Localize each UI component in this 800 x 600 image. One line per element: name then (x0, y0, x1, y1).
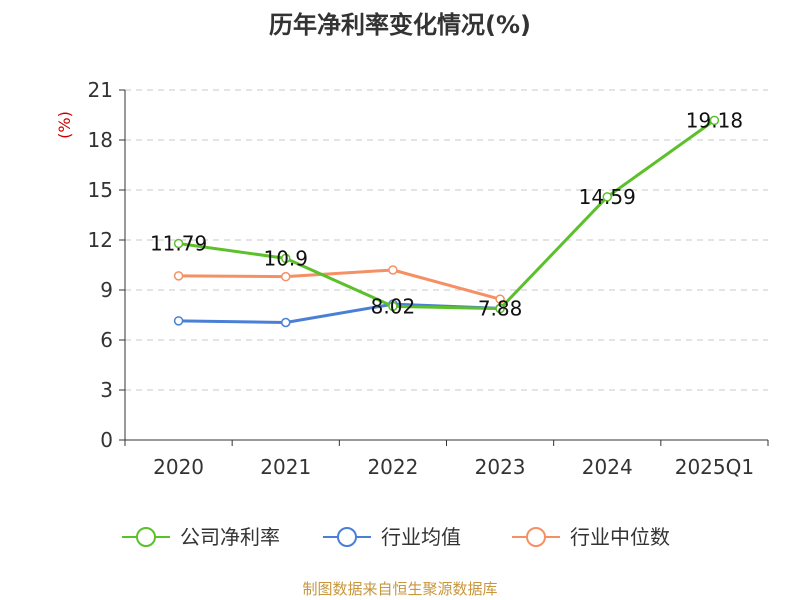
x-tick-label: 2023 (475, 455, 526, 479)
legend-marker (136, 527, 156, 547)
data-label: 8.02 (371, 294, 416, 318)
data-label: 14.59 (579, 185, 636, 209)
series-line (178, 268, 501, 301)
y-tick-label: 21 (88, 78, 113, 102)
data-label: 7.88 (478, 297, 523, 321)
y-tick-label: 15 (88, 178, 113, 202)
data-label: 19.18 (686, 108, 743, 132)
legend-label: 行业中位数 (570, 525, 670, 549)
data-point (281, 317, 291, 328)
data-point (173, 316, 184, 326)
series-line (178, 119, 716, 311)
x-tick-label: 2020 (153, 455, 204, 479)
legend-label: 公司净利率 (180, 525, 280, 549)
data-point (495, 294, 505, 304)
y-tick-label: 3 (100, 378, 113, 402)
data-label: 11.79 (150, 232, 207, 256)
y-tick-label: 12 (88, 228, 113, 252)
data-point (173, 271, 184, 281)
data-point (388, 265, 398, 275)
x-tick-label: 2025Q1 (675, 455, 754, 479)
gridlines (125, 89, 768, 391)
x-tick-label: 2024 (582, 455, 633, 479)
y-tick-label: 18 (88, 128, 113, 152)
data-point (495, 303, 505, 314)
series-group (173, 115, 720, 328)
data-point (602, 192, 612, 202)
x-tick-labels: 2020 2021 2022 2023 2024 2025Q1 (153, 455, 754, 479)
legend-label: 行业均值 (381, 525, 461, 549)
legend-marker (526, 527, 546, 547)
data-labels: 11.79 10.9 8.02 7.88 14.59 19.18 (150, 108, 743, 320)
data-point (709, 115, 720, 126)
y-tick-labels: 0 3 6 9 12 15 18 21 (88, 78, 113, 452)
data-label: 10.9 (263, 246, 308, 270)
source-note: 制图数据来自恒生聚源数据库 (302, 580, 497, 598)
legend-marker (337, 527, 357, 547)
y-tick-label: 6 (100, 328, 113, 352)
y-tick-label: 9 (100, 278, 113, 302)
chart-title: 历年净利率变化情况(%) (269, 11, 531, 39)
y-axis-unit-label: (%) (55, 111, 74, 139)
x-tick-label: 2022 (367, 455, 418, 479)
data-point (173, 238, 184, 249)
axes (119, 89, 769, 446)
x-tick-label: 2021 (260, 455, 311, 479)
data-point (281, 271, 291, 282)
y-tick-label: 0 (100, 428, 113, 452)
legend: 公司净利率 行业均值 行业中位数 (122, 525, 670, 549)
data-point (281, 253, 291, 264)
data-point (388, 301, 398, 312)
